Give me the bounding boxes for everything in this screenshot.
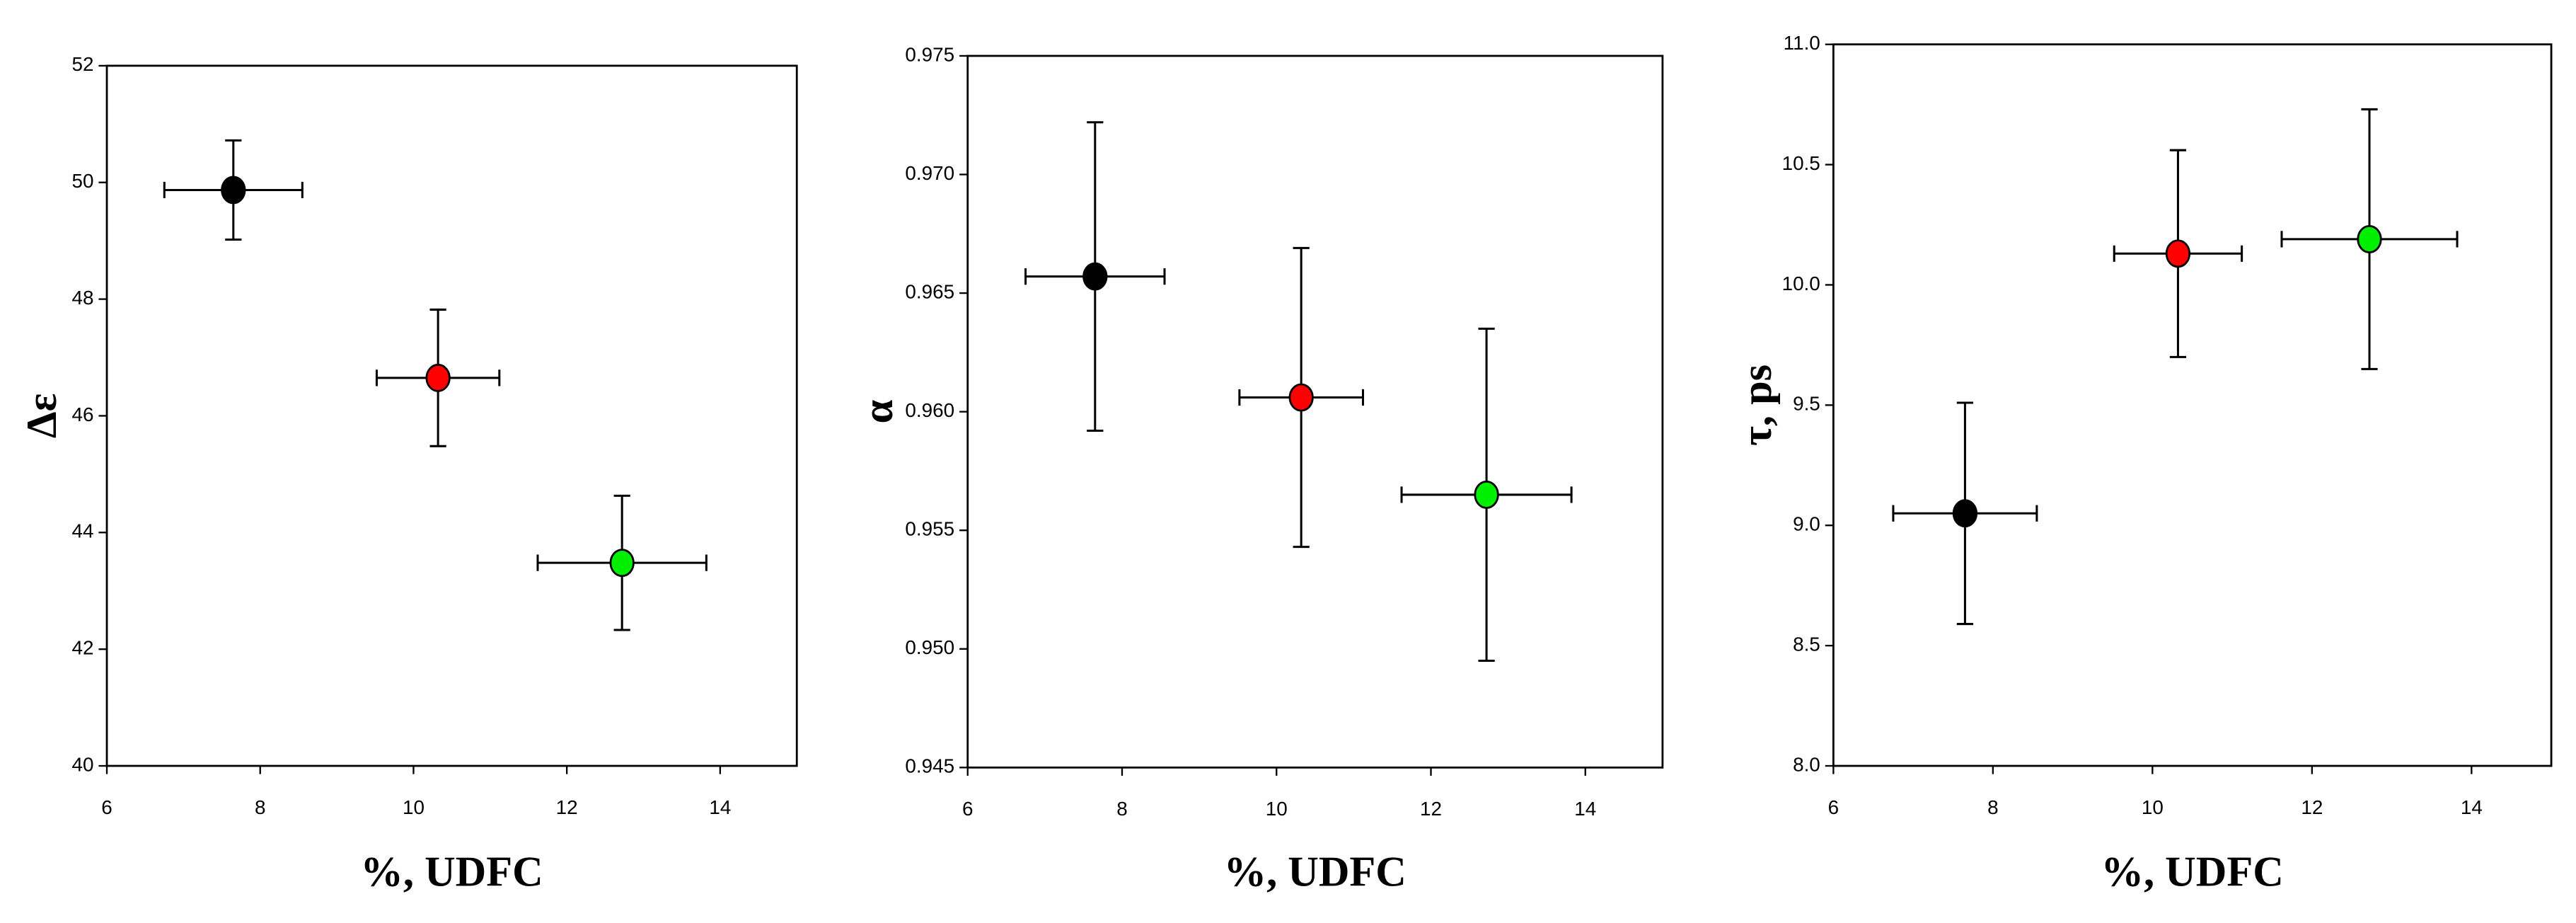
- y-tick-label: 11.0: [1784, 32, 1820, 54]
- y-tick-label: 0.945: [905, 755, 954, 777]
- x-tick-label: 10: [403, 796, 424, 818]
- x-tick-label: 14: [709, 796, 731, 818]
- x-tick-label: 14: [1574, 798, 1596, 820]
- y-tick-label: 44: [71, 520, 93, 542]
- x-tick-label: 10: [2142, 796, 2164, 818]
- plot-frame: [105, 64, 798, 767]
- y-tick-label: 9.5: [1793, 393, 1820, 415]
- y-tick-label: 0.950: [905, 636, 954, 658]
- x-tick-label: 8: [1116, 798, 1128, 820]
- y-tick-label: 0.975: [905, 43, 954, 65]
- y-tick-label: 52: [71, 53, 93, 75]
- point: [221, 176, 246, 205]
- plot-frame: [966, 55, 1664, 769]
- y-tick-label: 10.0: [1782, 273, 1820, 294]
- y-tick-label: 0.965: [905, 280, 954, 302]
- y-tick-label: 0.955: [905, 518, 954, 540]
- x-tick-label: 8: [255, 796, 266, 818]
- x-axis-title: %, UDFC: [1224, 848, 1407, 895]
- point: [609, 549, 635, 578]
- y-tick-label: 9.0: [1793, 513, 1820, 535]
- y-tick-label: 46: [71, 403, 93, 425]
- y-axis-title: Δε: [18, 394, 66, 439]
- point: [2357, 224, 2382, 253]
- y-tick-label: 50: [71, 170, 93, 192]
- y-tick-label: 10.5: [1782, 152, 1820, 174]
- x-axis-title: %, UDFC: [2101, 848, 2284, 895]
- y-tick-label: 42: [71, 637, 93, 659]
- plot-frame: [1832, 43, 2553, 767]
- x-tick-label: 10: [1266, 798, 1288, 820]
- point: [425, 363, 451, 392]
- y-tick-label: 48: [71, 287, 93, 309]
- x-tick-label: 6: [962, 798, 974, 820]
- x-axis-title: %, UDFC: [361, 848, 543, 895]
- x-tick-label: 12: [1420, 798, 1442, 820]
- x-tick-label: 12: [556, 796, 578, 818]
- y-tick-label: 8.0: [1793, 753, 1820, 775]
- point: [1952, 499, 1978, 528]
- x-tick-label: 8: [1987, 796, 1999, 818]
- x-tick-label: 14: [2461, 796, 2483, 818]
- y-axis-title: τ, ps: [1733, 365, 1781, 446]
- point: [2165, 239, 2191, 268]
- point: [1082, 262, 1108, 291]
- x-tick-label: 6: [1828, 796, 1839, 818]
- x-tick-label: 6: [101, 796, 112, 818]
- x-tick-label: 12: [2301, 796, 2323, 818]
- point: [1288, 383, 1314, 412]
- y-tick-label: 0.970: [905, 162, 954, 184]
- y-tick-label: 0.960: [905, 399, 954, 421]
- y-axis-title: α: [855, 399, 902, 423]
- point: [1474, 480, 1499, 509]
- y-tick-label: 8.5: [1793, 633, 1820, 655]
- y-tick-label: 40: [71, 753, 93, 775]
